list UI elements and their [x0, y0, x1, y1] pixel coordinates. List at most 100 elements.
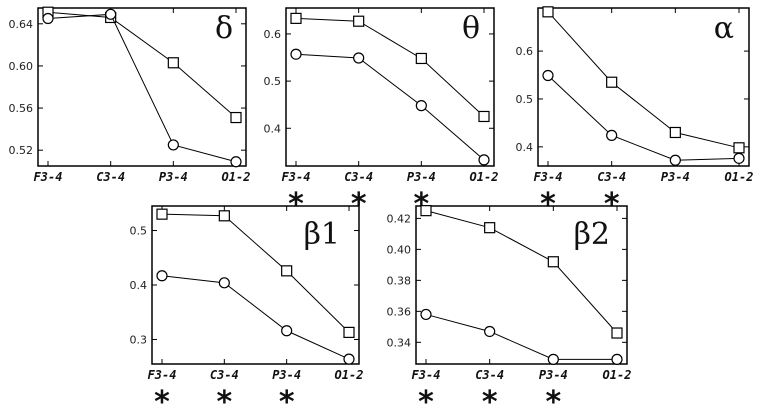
band-title: β1 — [304, 217, 340, 252]
x-category-label: F3-4 — [282, 170, 311, 184]
square-marker — [733, 142, 745, 154]
circle-marker — [167, 139, 179, 151]
y-tick-label: 0.38 — [387, 274, 412, 287]
circle-marker — [733, 152, 745, 164]
circle-marker — [547, 353, 559, 365]
circle-marker — [218, 277, 230, 289]
chart-panel-3: 0.4 0.5 0.6 F3-4 * C3-4 * P3-4 O1-2 α — [516, 6, 754, 222]
significance-star: * — [288, 187, 304, 222]
x-category-label: P3-4 — [272, 368, 301, 382]
y-tick-label: 0.42 — [387, 212, 412, 225]
circle-marker — [669, 154, 681, 166]
plot-frame — [415, 205, 628, 365]
series-line-square — [547, 11, 740, 149]
significance-star: * — [482, 385, 498, 404]
circle-marker — [611, 353, 623, 365]
x-category-label: P3-4 — [159, 170, 188, 184]
circle-marker — [420, 308, 432, 321]
band-title: α — [714, 11, 734, 46]
band-title: θ — [462, 11, 480, 46]
significance-star: * — [545, 385, 561, 404]
x-category-label: O1-2 — [725, 170, 754, 184]
series-line-square — [161, 213, 350, 333]
x-category-label: C3-4 — [475, 368, 504, 382]
x-category-label: O1-2 — [335, 368, 364, 382]
significance-star: * — [418, 385, 434, 404]
circle-marker — [156, 270, 168, 282]
x-category-label: F3-4 — [534, 170, 563, 184]
circle-marker — [415, 100, 427, 112]
y-tick-label: 0.5 — [264, 75, 282, 88]
series-line-square — [295, 17, 485, 117]
band-title: δ — [215, 11, 233, 46]
chart-panel-5: 0.34 0.36 0.38 0.40 0.42 F3-4 * C3-4 * P3-4 * O1-2 β… — [387, 205, 632, 404]
y-tick-label: 0.36 — [387, 305, 412, 318]
x-category-label: F3-4 — [148, 368, 177, 382]
circle-marker — [606, 129, 618, 141]
significance-star: * — [540, 187, 556, 222]
y-tick-label: 0.60 — [9, 60, 34, 73]
square-marker — [156, 208, 168, 220]
x-category-label: F3-4 — [34, 170, 63, 184]
y-tick-label: 0.5 — [516, 93, 534, 106]
square-marker — [343, 326, 355, 338]
square-marker — [353, 15, 365, 27]
square-marker — [606, 76, 618, 88]
series-line-square — [47, 11, 237, 118]
chart-panel-4: 0.3 0.4 0.5 F3-4 * C3-4 * P3-4 * O1-2 β1 — [130, 205, 364, 404]
plot-frame — [537, 7, 750, 167]
x-category-label: C3-4 — [597, 170, 626, 184]
square-marker — [420, 205, 432, 217]
series-line-circle — [425, 313, 617, 360]
square-marker — [230, 111, 242, 124]
significance-star: * — [351, 187, 367, 222]
square-marker — [669, 126, 681, 139]
significance-star: * — [604, 187, 620, 222]
y-tick-label: 0.52 — [9, 144, 34, 157]
chart-panel-1: 0.52 0.56 0.60 0.64 F3-4 C3-4 P3-4 O1-2 δ — [9, 6, 251, 184]
square-marker — [611, 327, 623, 339]
series-line-square — [425, 210, 618, 334]
circle-marker — [105, 8, 117, 20]
x-category-label: C3-4 — [96, 170, 125, 184]
x-category-label: P3-4 — [407, 170, 436, 184]
significance-star: * — [154, 385, 170, 404]
series-line-circle — [295, 53, 485, 161]
y-tick-label: 0.40 — [387, 243, 412, 256]
square-marker — [478, 110, 490, 123]
y-tick-label: 0.4 — [130, 279, 148, 292]
square-marker — [218, 210, 230, 222]
square-marker — [542, 6, 554, 18]
x-category-label: P3-4 — [661, 170, 690, 184]
circle-marker — [290, 48, 302, 60]
circle-marker — [478, 154, 490, 166]
chart-panel-2: 0.40.50.6F3-4*C3-4*P3-4*O1-2θ — [264, 7, 499, 222]
y-tick-label: 0.56 — [9, 102, 34, 115]
plot-frame — [37, 7, 247, 167]
y-tick-label: 0.4 — [516, 141, 534, 154]
band-title: β2 — [574, 217, 610, 252]
square-marker — [290, 12, 302, 24]
series-line-circle — [47, 13, 237, 163]
circle-marker — [281, 325, 293, 337]
x-category-label: F3-4 — [412, 368, 441, 382]
y-tick-label: 0.4 — [264, 122, 282, 135]
x-category-label: O1-2 — [222, 170, 251, 184]
square-marker — [281, 265, 293, 277]
circle-marker — [230, 156, 242, 168]
y-tick-label: 0.34 — [387, 336, 412, 349]
square-marker — [415, 52, 427, 65]
series-line-circle — [547, 75, 740, 161]
square-marker — [484, 222, 496, 234]
series-line-circle — [161, 275, 350, 360]
x-category-label: O1-2 — [603, 368, 632, 382]
circle-marker — [42, 12, 54, 25]
circle-marker — [343, 353, 355, 365]
x-category-label: O1-2 — [470, 170, 499, 184]
x-category-label: P3-4 — [539, 368, 568, 382]
y-tick-label: 0.3 — [130, 333, 148, 346]
y-tick-label: 0.5 — [130, 225, 148, 238]
x-category-label: C3-4 — [344, 170, 373, 184]
circle-marker — [542, 69, 554, 82]
